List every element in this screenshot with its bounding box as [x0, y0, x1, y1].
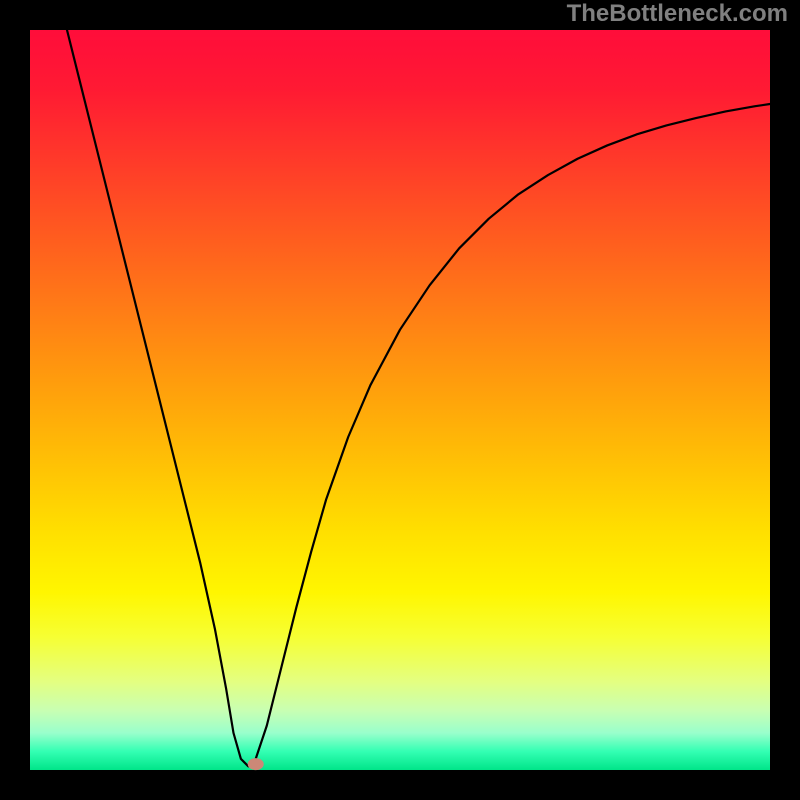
watermark-text: TheBottleneck.com	[567, 0, 788, 28]
chart-svg	[0, 0, 800, 800]
plot-background	[30, 30, 770, 770]
chart-container: TheBottleneck.com	[0, 0, 800, 800]
minimum-marker	[248, 758, 264, 770]
